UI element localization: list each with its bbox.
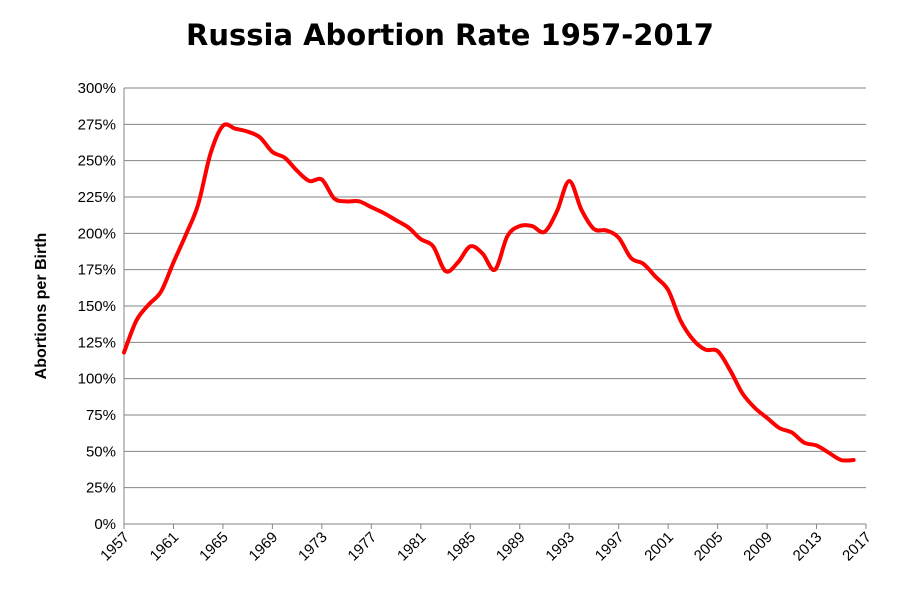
y-tick-label: 0%	[94, 516, 116, 533]
x-tick-label: 2001	[641, 529, 677, 565]
axes	[123, 88, 867, 529]
y-tick-label: 175%	[78, 262, 116, 279]
x-tick-label: 2005	[691, 529, 727, 565]
x-tick-label: 1985	[443, 529, 479, 565]
y-tick-label: 125%	[78, 334, 116, 351]
x-tick-label: 2009	[740, 529, 776, 565]
y-tick-label: 150%	[78, 298, 116, 315]
series	[122, 122, 856, 463]
x-tick-label: 1973	[295, 529, 331, 565]
x-tick-label: 1997	[592, 529, 628, 565]
y-tick-label: 50%	[86, 443, 116, 460]
gridlines	[124, 87, 866, 489]
x-tick-label: 1977	[345, 529, 381, 565]
chart-title: Russia Abortion Rate 1957-2017	[186, 18, 714, 52]
y-tick-label: 250%	[78, 153, 116, 170]
x-tick-label: 1957	[97, 529, 133, 565]
x-tick-label: 1981	[394, 529, 430, 565]
x-tick-labels: 1957 1961 1965 1969 1973 1977 1981 1985 1989 1993…	[97, 529, 875, 565]
y-tick-label: 225%	[78, 189, 116, 206]
x-tick-label: 1965	[196, 529, 232, 565]
x-tick-label: 1993	[542, 529, 578, 565]
y-tick-labels: 0% 25% 50% 75% 100% 125% 150% 175% 200% 225% 250% 2…	[78, 80, 116, 533]
x-tick-label: 1961	[147, 529, 183, 565]
y-axis-label: Abortions per Birth	[33, 233, 50, 380]
x-tick-label: 1969	[246, 529, 282, 565]
series-line	[122, 122, 856, 463]
y-tick-label: 300%	[78, 80, 116, 97]
y-tick-label: 200%	[78, 225, 116, 242]
x-tick-label: 2017	[839, 529, 875, 565]
y-tick-label: 25%	[86, 480, 116, 497]
x-tick-label: 1989	[493, 529, 529, 565]
y-tick-label: 275%	[78, 116, 116, 133]
y-tick-label: 100%	[78, 371, 116, 388]
x-tick-label: 2013	[790, 529, 826, 565]
y-tick-label: 75%	[86, 407, 116, 424]
